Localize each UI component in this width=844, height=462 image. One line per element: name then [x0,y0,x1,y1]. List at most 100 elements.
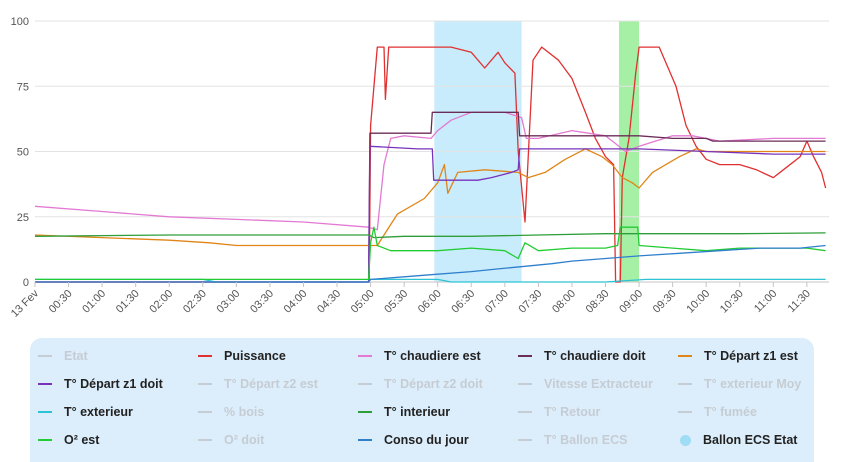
y-tick-label: 0 [23,277,29,289]
legend-item[interactable]: T° chaudiere doit [518,342,646,370]
series-line-t-d-part-z1-est [34,148,826,247]
x-tick-label: 13 Fev [9,287,42,320]
legend-label: O² est [64,433,100,447]
legend-label: T° Retour [544,405,601,419]
y-tick-label: 25 [17,212,29,224]
legend-label: T° Départ z2 est [224,377,318,391]
x-tick-label: 09:30 [651,288,679,316]
legend-label: T° Départ z1 est [704,349,798,363]
y-tick-label: 100 [11,16,29,28]
series-line-t-d-part-z1-doit [35,145,826,283]
legend-item[interactable]: T° exterieur Moy [678,370,801,398]
legend-item[interactable]: Etat [38,342,88,370]
legend-symbol [198,411,212,413]
series-line-t-interieur [34,232,826,239]
x-tick-label: 11:00 [752,288,779,315]
legend-label: T° fumée [704,405,757,419]
legend-symbol [518,411,532,413]
chart: 0 25 50 75 100 13 Fev 00:30 01:00 01:30 02:00 02:… [9,16,829,320]
legend-symbol [518,383,532,385]
legend-symbol [678,355,692,357]
legend-symbol [358,383,372,385]
legend-label: Ballon ECS Etat [703,433,798,447]
legend-symbol [198,439,212,441]
legend-item[interactable]: Puissance [198,342,286,370]
legend-symbol [358,355,372,357]
legend-item[interactable]: T° exterieur [38,398,133,426]
legend-symbol [198,355,212,357]
legend-item[interactable]: O² doit [198,426,264,454]
y-tick-label: 50 [17,147,29,159]
x-tick-label: 03:00 [215,288,243,316]
legend-item[interactable]: T° chaudiere est [358,342,481,370]
legend-symbol [38,355,52,357]
legend-item[interactable]: Ballon ECS Etat [678,426,797,454]
x-tick-label: 06:30 [449,288,477,316]
legend-label: Conso du jour [384,433,469,447]
legend-item[interactable]: T° Départ z2 doit [358,370,483,398]
x-tick-label: 06:00 [416,288,444,316]
legend-item[interactable]: T° Départ z1 est [678,342,798,370]
legend-item[interactable]: T° Retour [518,398,600,426]
legend-item[interactable]: T° Ballon ECS [518,426,627,454]
legend-label: O² doit [224,433,265,447]
legend-symbol [358,411,372,413]
legend-symbol [518,439,532,441]
x-tick-label: 00:30 [47,288,75,316]
legend-symbol [358,439,372,441]
legend-label: T° exterieur [64,405,133,419]
x-tick-label: 01:30 [114,288,142,316]
legend-item[interactable]: % bois [198,398,264,426]
legend: Etat Puissance T° chaudiere est T° chaudier… [30,338,814,462]
x-tick-label: 11:30 [786,288,813,315]
legend-item[interactable]: T° fumée [678,398,757,426]
x-tick-label: 07:30 [517,288,545,316]
legend-label: T° interieur [384,405,451,419]
y-tick-label: 75 [17,81,29,93]
legend-symbol [198,383,212,385]
x-tick-label: 10:30 [718,288,746,316]
legend-item[interactable]: Vitesse Extracteur [518,370,653,398]
legend-symbol [678,411,692,413]
legend-item[interactable]: T° interieur [358,398,450,426]
legend-symbol [680,434,691,446]
x-tick-label: 10:00 [684,288,712,316]
x-tick-label: 08:30 [584,288,612,316]
legend-label: Vitesse Extracteur [544,377,653,391]
x-tick-label: 03:30 [248,288,276,316]
series-lines [34,46,827,283]
x-tick-label: 04:30 [315,288,343,316]
x-tick-label: 05:00 [349,288,377,316]
series-line-t-chaudiere-est [34,111,826,231]
legend-item[interactable]: T° Départ z2 est [198,370,318,398]
legend-label: T° chaudiere doit [544,349,646,363]
legend-label: T° Départ z2 doit [384,377,483,391]
series-line-puissance [35,46,827,283]
legend-label: T° Ballon ECS [544,433,628,447]
legend-symbol [678,383,692,385]
x-tick-label: 05:30 [382,288,410,316]
x-tick-label: 02:30 [181,288,209,316]
legend-item[interactable]: Conso du jour [358,426,469,454]
legend-item[interactable]: O² est [38,426,99,454]
y-axis: 0 25 50 75 100 [11,16,29,289]
legend-label: T° exterieur Moy [704,377,802,391]
series-line-t-exterieur [35,278,826,283]
x-tick-label: 02:00 [147,288,175,316]
x-tick-label: 04:00 [282,288,310,316]
x-tick-label: 07:00 [483,288,511,316]
x-tick-label: 01:00 [80,288,108,316]
series-line-o-est [35,226,826,281]
x-tick-label: 08:00 [550,288,578,316]
legend-item[interactable]: T° Départ z1 doit [38,370,163,398]
series-line-conso-du-jour [35,244,826,283]
x-tick-label: 09:00 [617,288,645,316]
legend-label: T° chaudiere est [384,349,481,363]
legend-symbol [518,355,532,357]
legend-symbol [38,439,52,441]
legend-label: Puissance [224,349,286,363]
x-axis: 13 Fev 00:30 01:00 01:30 02:00 02:30 03:00 03:3… [9,282,813,320]
legend-label: % bois [224,405,265,419]
legend-symbol [38,383,52,385]
legend-label: T° Départ z1 doit [64,377,163,391]
